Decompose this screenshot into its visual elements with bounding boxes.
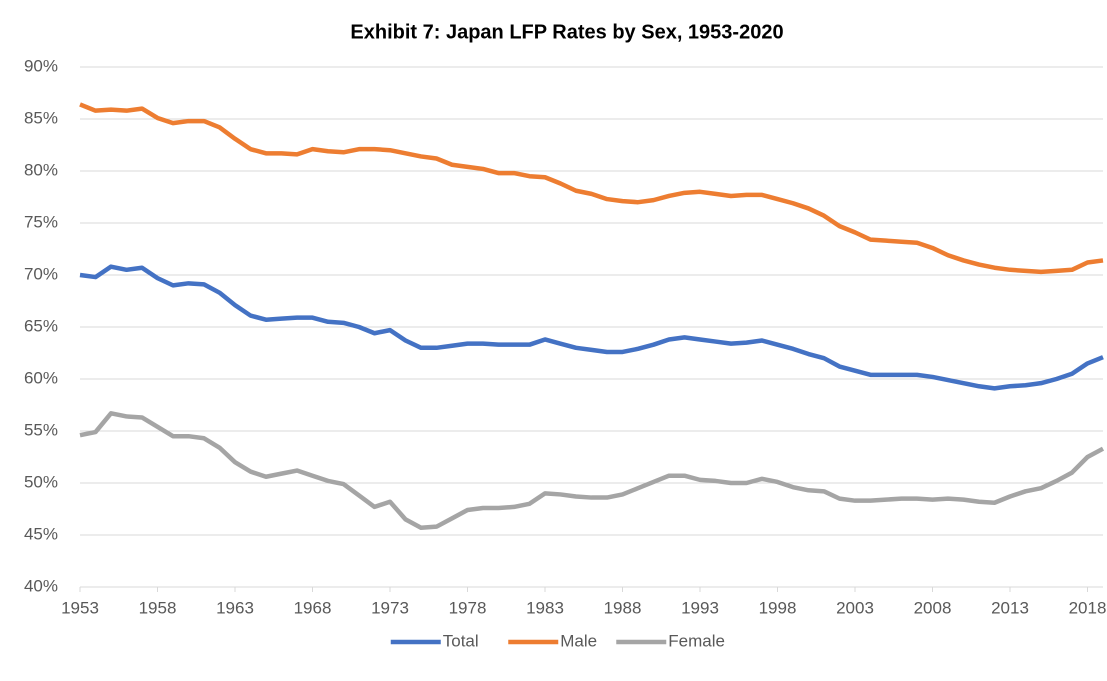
x-tick-label: 1983 <box>526 598 564 617</box>
x-tick-label: 1993 <box>681 598 719 617</box>
legend-label: Female <box>668 631 725 650</box>
x-tick-label: 1953 <box>61 598 99 617</box>
x-tick-label: 1963 <box>216 598 254 617</box>
y-tick-label: 50% <box>24 472 58 491</box>
data-line <box>79 264 1104 391</box>
y-tick-label: 55% <box>24 420 58 439</box>
y-tick-label: 65% <box>24 316 58 335</box>
y-tick-label: 85% <box>24 108 58 127</box>
x-tick-label: 1968 <box>294 598 332 617</box>
data-line <box>79 102 1104 275</box>
legend-label: Male <box>560 631 597 650</box>
y-tick-label: 40% <box>24 576 58 595</box>
legend-label: Total <box>443 631 479 650</box>
x-tick-label: 1973 <box>371 598 409 617</box>
y-tick-label: 90% <box>24 56 58 75</box>
x-tick-label: 2003 <box>836 598 874 617</box>
x-tick-label: 2013 <box>991 598 1029 617</box>
x-tick-label: 1998 <box>759 598 797 617</box>
x-tick-label: 2008 <box>914 598 952 617</box>
x-tick-label: 1988 <box>604 598 642 617</box>
x-tick-label: 1978 <box>449 598 487 617</box>
y-tick-label: 75% <box>24 212 58 231</box>
y-tick-label: 70% <box>24 264 58 283</box>
chart-title: Exhibit 7: Japan LFP Rates by Sex, 1953-… <box>350 21 783 43</box>
data-line <box>79 411 1105 530</box>
y-tick-label: 45% <box>24 524 58 543</box>
y-tick-label: 60% <box>24 368 58 387</box>
x-tick-label: 2018 <box>1069 598 1107 617</box>
x-tick-label: 1958 <box>139 598 177 617</box>
y-tick-label: 80% <box>24 160 58 179</box>
